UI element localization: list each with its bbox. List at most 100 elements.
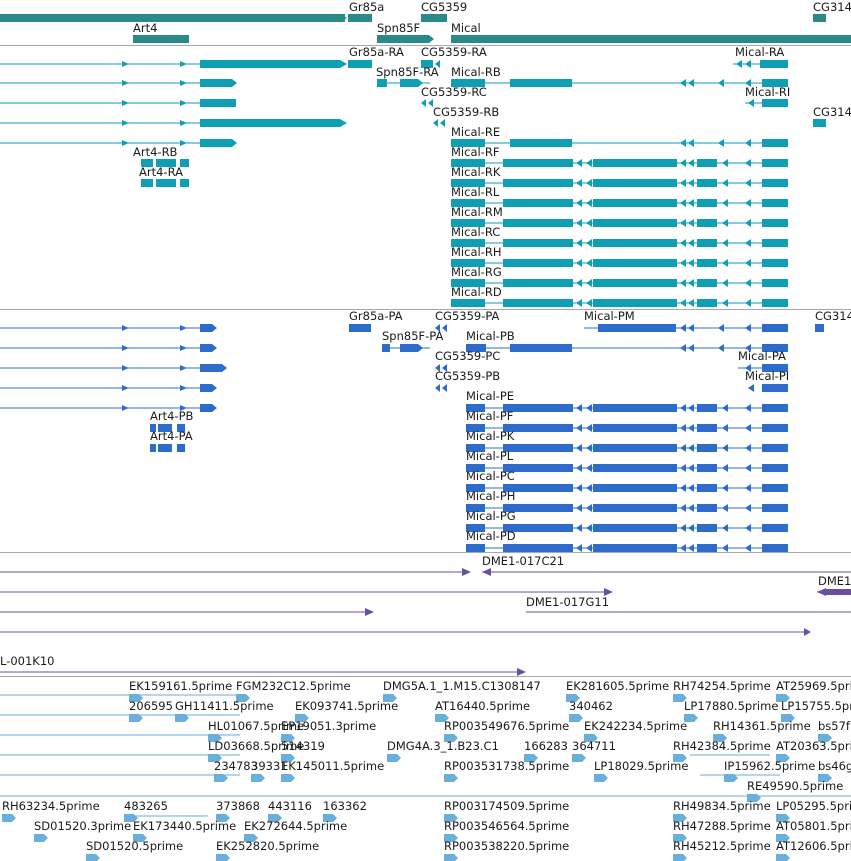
mical-protein-exon[interactable] [466,484,485,492]
est-feature[interactable] [713,734,727,742]
est-feature[interactable] [2,814,16,822]
mical-protein-exon[interactable] [503,444,573,452]
est-label[interactable]: RH49834.5prime [673,799,771,813]
mical-transcript-exon[interactable] [451,259,485,267]
clone-end-marker[interactable] [817,588,826,596]
est-feature[interactable] [129,694,143,702]
protein-label[interactable]: Spn85F-PA [382,329,444,343]
est-feature[interactable] [776,854,790,861]
est-label[interactable]: GH11411.5prime [175,699,274,713]
est-label[interactable]: RP003538220.5prime [444,839,570,853]
transcript-label[interactable]: Art4-RB [133,145,178,159]
est-feature[interactable] [216,814,230,822]
mical-transcript-exon[interactable] [593,159,677,167]
gene-bar-gr85a-left[interactable] [0,14,345,22]
est-label[interactable]: LD03668.5prime [208,739,305,753]
est-feature[interactable] [584,734,598,742]
protein-label[interactable]: Mical-PK [466,429,515,443]
transcript-label[interactable]: Mical-RI [745,85,791,99]
mical-protein-exon[interactable] [466,464,485,472]
mical-transcript-exon[interactable] [697,259,717,267]
est-feature[interactable] [444,854,458,861]
gene-label[interactable]: Art4 [133,21,158,35]
est-feature[interactable] [673,854,687,861]
protein-label[interactable]: Mical-PL [466,449,514,463]
est-label[interactable]: SD01520.3prime [34,819,132,833]
est-feature[interactable] [673,834,687,842]
est-feature[interactable] [673,814,687,822]
est-feature[interactable] [281,734,295,742]
gene-bar-cg314[interactable] [813,14,826,22]
clone-label[interactable]: DME1 [818,574,851,588]
protein-label[interactable]: CG5359-PC [435,349,501,363]
est-label[interactable]: AT25969.5prime [776,679,851,693]
mical-protein-exon[interactable] [593,484,677,492]
est-feature[interactable] [444,774,458,782]
est-label[interactable]: RH42384.5prime [673,739,771,753]
est-label[interactable]: RP003546564.5prime [444,819,570,833]
transcript-label[interactable]: Mical-RG [451,265,502,279]
est-feature[interactable] [281,754,295,762]
est-feature[interactable] [251,774,265,782]
mical-transcript-exon[interactable] [593,199,677,207]
gene-bar-art4[interactable] [133,35,189,43]
est-feature[interactable] [124,814,138,822]
est-label[interactable]: 166283 [524,739,568,753]
est-label[interactable]: IP15962.5prime [724,759,816,773]
est-feature[interactable] [673,694,687,702]
est-feature[interactable] [818,774,832,782]
est-feature[interactable] [323,814,337,822]
transcript-label[interactable]: Mical-RH [451,245,502,259]
transcript-label[interactable]: Mical-RB [451,65,501,79]
est-label[interactable]: LP17880.5prime [684,699,779,713]
protein-label[interactable]: CG314 [815,309,851,323]
est-label[interactable]: RH74254.5prime [673,679,771,693]
mical-transcript-exon[interactable] [697,179,717,187]
est-feature[interactable] [684,714,698,722]
protein-label[interactable]: Mical-PI [745,369,790,383]
mical-protein-exon[interactable] [697,464,717,472]
mical-protein-exon[interactable] [762,504,788,512]
est-label[interactable]: EK159161.5prime [129,679,233,693]
est-feature[interactable] [34,834,48,842]
est-label[interactable]: AT05801.5prime [776,819,851,833]
transcript-label[interactable]: Mical-RA [735,45,785,59]
mical-transcript-exon[interactable] [697,199,717,207]
mical-transcript-exon[interactable] [697,299,717,307]
mical-protein-exon[interactable] [697,544,717,552]
est-label[interactable]: RH45212.5prime [673,839,771,853]
protein-label[interactable]: Mical-PH [466,489,516,503]
mical-transcript-exon[interactable] [451,219,485,227]
mical-protein-exon[interactable] [466,504,485,512]
est-label[interactable]: 163362 [323,799,367,813]
mical-transcript-exon[interactable] [503,279,573,287]
est-label[interactable]: EP19051.3prime [281,719,377,733]
mical-transcript-exon[interactable] [503,159,573,167]
gene-label[interactable]: Gr85a [349,0,385,14]
mical-transcript-exon[interactable] [451,179,485,187]
est-feature[interactable] [747,794,761,802]
gene-bar-cg5359[interactable] [421,14,447,22]
est-label[interactable]: RP003531738.5prime [444,759,570,773]
protein-label[interactable]: Mical-PG [466,509,516,523]
est-feature[interactable] [281,774,295,782]
mical-protein-exon[interactable] [697,404,717,412]
est-label[interactable]: LP05295.5prime [776,799,851,813]
mical-transcript-exon[interactable] [451,239,485,247]
est-label[interactable]: RP003174509.5prime [444,799,570,813]
gene-label[interactable]: Mical [451,21,481,35]
clone-label[interactable]: DME1-017C21 [482,554,565,568]
est-label[interactable]: AT12606.5prime [776,839,851,853]
est-label[interactable]: EK281605.5prime [566,679,670,693]
mical-transcript-exon[interactable] [762,199,788,207]
transcript-label[interactable]: Mical-RM [451,205,503,219]
mical-transcript-exon[interactable] [697,279,717,287]
est-feature[interactable] [268,814,282,822]
est-feature[interactable] [524,754,538,762]
protein-label[interactable]: CG5359-PA [435,309,500,323]
mical-protein-exon[interactable] [697,524,717,532]
mical-transcript-exon[interactable] [762,279,788,287]
est-label[interactable]: RE49590.5prime [747,779,844,793]
protein-label[interactable]: Mical-PF [466,409,514,423]
transcript-label[interactable]: CG5359-RA [421,45,487,59]
